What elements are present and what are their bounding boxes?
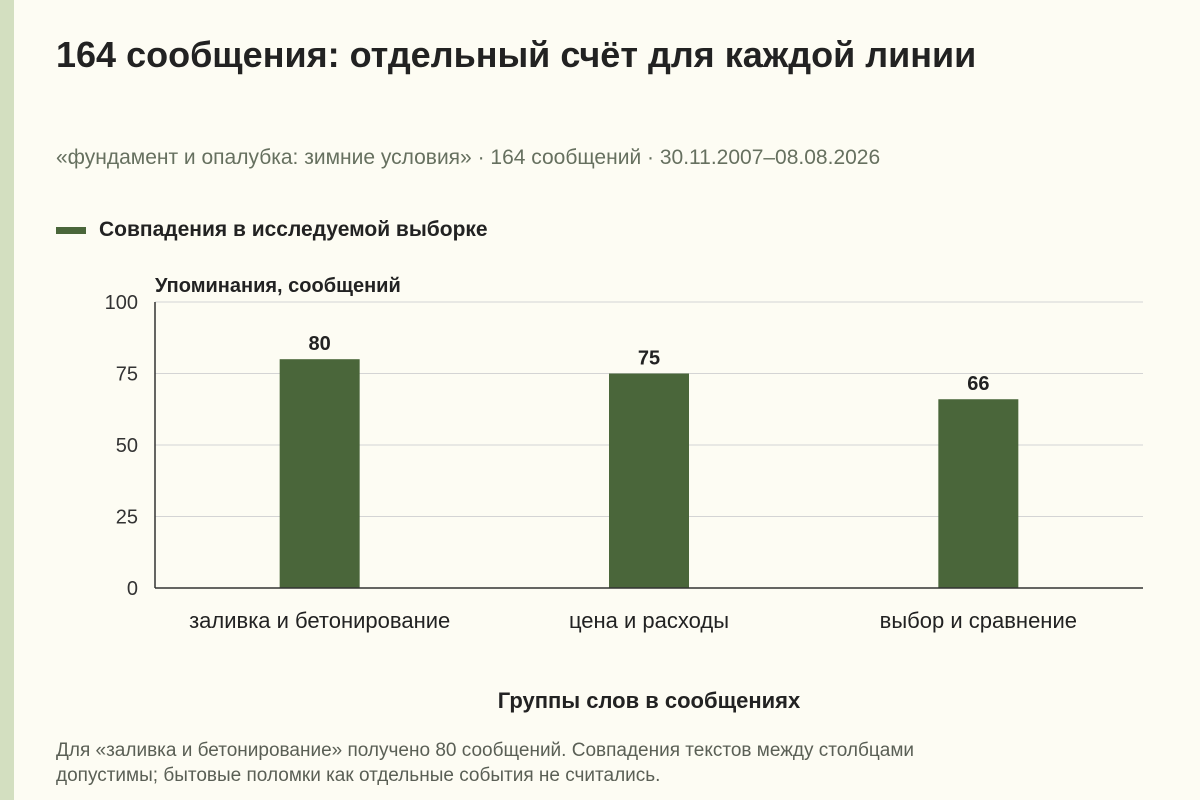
y-axis-title: Упоминания, сообщений — [155, 275, 401, 297]
page-title: 164 сообщения: отдельный счёт для каждой… — [56, 34, 977, 75]
bar-data-label: 80 — [309, 333, 331, 355]
x-axis-title: Группы слов в сообщениях — [498, 688, 801, 713]
bar — [609, 373, 689, 588]
footnote: Для «заливка и бетонирование» получено 8… — [56, 738, 1156, 788]
y-tick-label: 25 — [116, 507, 138, 529]
legend-swatch — [56, 226, 86, 234]
y-tick-label: 50 — [116, 435, 138, 457]
chart-labels: 0 25 50 75 100 Упоминания, сообщений 80 заливка… — [105, 275, 1077, 713]
chart-legend: Совпадения в исследуемой выборке — [56, 218, 488, 242]
legend-label: Совпадения в исследуемой выборке — [99, 218, 488, 241]
y-tick-label: 75 — [116, 364, 138, 386]
footnote-line-1: Для «заливка и бетонирование» получено 8… — [56, 740, 915, 761]
y-tick-label: 0 — [127, 578, 138, 600]
bar — [938, 399, 1019, 588]
x-tick-label: выбор и сравнение — [880, 608, 1077, 633]
bars — [279, 359, 1019, 588]
bar-data-label: 75 — [638, 348, 660, 370]
chart-subtitle: «фундамент и опалубка: зимние условия» ·… — [56, 146, 881, 169]
x-tick-label: заливка и бетонирование — [189, 608, 450, 633]
side-accent-stripe — [0, 0, 14, 800]
bar — [279, 359, 360, 588]
y-tick-label: 100 — [105, 292, 138, 314]
axes — [154, 302, 1143, 589]
x-tick-label: цена и расходы — [569, 608, 729, 633]
bar-data-label: 66 — [967, 373, 989, 395]
footnote-line-2: допустимы; бытовые поломки как отдельные… — [56, 765, 661, 786]
